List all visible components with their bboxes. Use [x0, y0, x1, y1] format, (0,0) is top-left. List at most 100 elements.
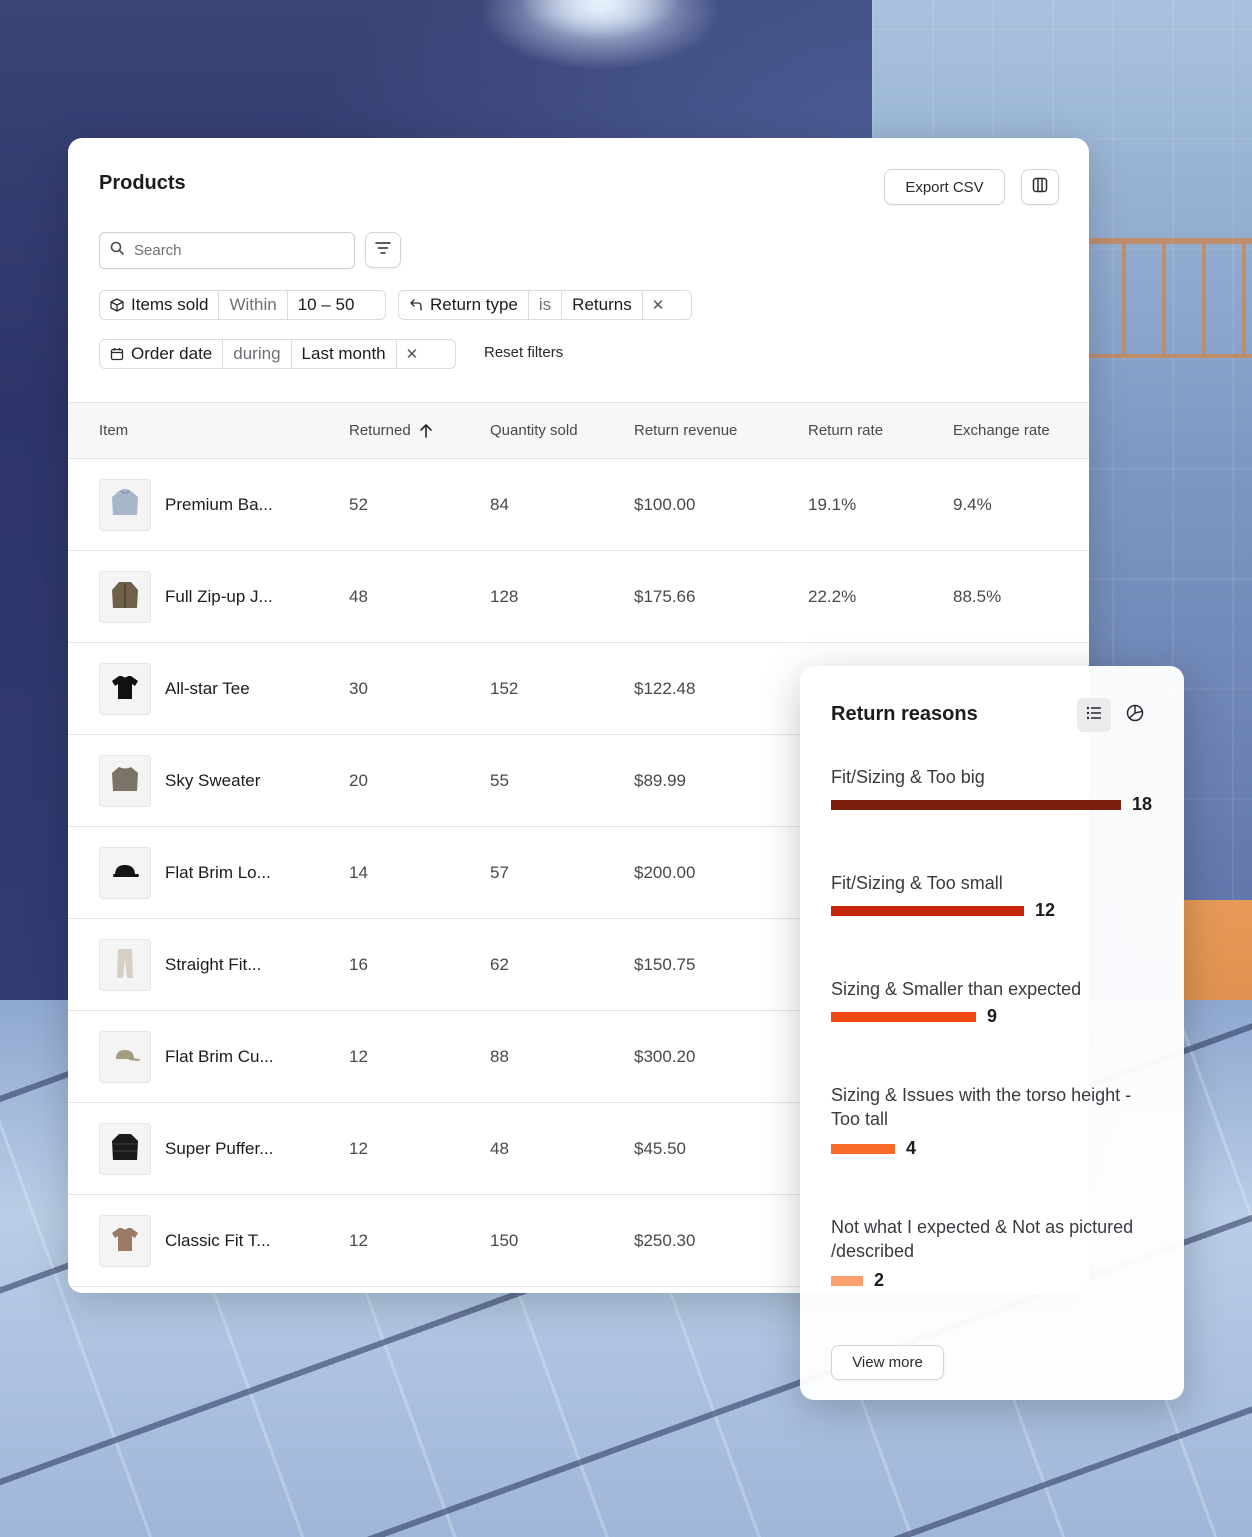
returned-value: 12 [349, 1047, 368, 1066]
revenue-value: $100.00 [634, 495, 696, 514]
product-thumbnail [99, 479, 151, 531]
product-thumbnail [99, 571, 151, 623]
returned-value: 12 [349, 1139, 368, 1158]
reason-bar [831, 800, 1121, 810]
filter-value[interactable]: 10 – 50 [297, 295, 355, 314]
reason-count: 4 [906, 1138, 917, 1158]
table-row[interactable]: Full Zip-up J... 48 128 $175.66 22.2% 88… [68, 551, 1089, 643]
revenue-value: $122.48 [634, 679, 696, 698]
panel-title: Return reasons [831, 703, 978, 725]
quantity-value: 48 [490, 1139, 509, 1158]
filter-value[interactable]: Last month [292, 340, 397, 368]
filter-button[interactable] [365, 232, 401, 268]
remove-filter-button[interactable]: ✕ [643, 291, 674, 319]
filter-chip-return-type[interactable]: Return type is Returns ✕ [398, 290, 692, 320]
reason-label: Sizing & Issues with the torso height - … [831, 1085, 1132, 1129]
return-rate-value: 22.2% [808, 587, 857, 606]
item-name: Full Zip-up J... [165, 587, 273, 606]
box-icon [110, 298, 124, 312]
reason-label: Sizing & Smaller than expected [831, 979, 1082, 999]
column-header-exchange-rate[interactable]: Exchange rate [953, 422, 1050, 439]
return-rate-value: 19.1% [808, 495, 857, 514]
return-arrow-icon [409, 298, 423, 312]
filter-operator[interactable]: during [223, 340, 292, 368]
reason-bar [831, 1144, 895, 1154]
product-thumbnail [99, 755, 151, 807]
filter-field[interactable]: Return type [399, 291, 529, 319]
filter-operator[interactable]: is [529, 291, 563, 319]
item-name: Flat Brim Cu... [165, 1047, 274, 1066]
sweater-icon [107, 761, 143, 802]
column-header-quantity-sold[interactable]: Quantity sold [490, 422, 578, 439]
reset-filters-link[interactable]: Reset filters [484, 344, 564, 361]
column-header-return-revenue[interactable]: Return revenue [634, 422, 738, 439]
export-csv-button[interactable]: Export CSV [884, 169, 1005, 205]
returned-value: 12 [349, 1231, 368, 1250]
quantity-value: 88 [490, 1047, 509, 1066]
filter-chip-items-sold[interactable]: Items sold Within 10 – 50 [99, 290, 386, 320]
quantity-value: 128 [490, 587, 519, 606]
search-input[interactable]: Search [99, 232, 355, 269]
revenue-value: $175.66 [634, 587, 696, 606]
returned-value: 48 [349, 587, 368, 606]
product-thumbnail [99, 663, 151, 715]
pie-chart-icon [1126, 704, 1144, 727]
filter-value[interactable]: Returns [562, 291, 643, 319]
filter-lines-icon [375, 241, 391, 259]
close-icon: ✕ [651, 297, 665, 314]
exchange-rate-value: 9.4% [953, 495, 992, 514]
product-thumbnail [99, 1215, 151, 1267]
columns-button[interactable] [1021, 169, 1059, 205]
quantity-value: 84 [490, 495, 509, 514]
puffer-icon [107, 1129, 143, 1170]
list-view-toggle[interactable] [1077, 698, 1111, 732]
pants-icon [107, 945, 143, 986]
quantity-value: 150 [490, 1231, 519, 1250]
calendar-icon [110, 347, 124, 361]
revenue-value: $200.00 [634, 863, 696, 882]
reason-count: 2 [874, 1270, 885, 1290]
exchange-rate-value: 88.5% [953, 587, 1002, 606]
item-name: Straight Fit... [165, 955, 262, 974]
returned-value: 30 [349, 679, 368, 698]
background-light [520, 0, 680, 40]
product-thumbnail [99, 939, 151, 991]
column-header-item[interactable]: Item [99, 422, 129, 439]
column-header-return-rate[interactable]: Return rate [808, 422, 884, 439]
background-railing [1082, 238, 1252, 358]
list-icon [1086, 706, 1102, 725]
quantity-value: 152 [490, 679, 519, 698]
revenue-value: $150.75 [634, 955, 696, 974]
item-name: Flat Brim Lo... [165, 863, 271, 882]
search-placeholder: Search [134, 242, 182, 259]
view-more-button[interactable]: View more [831, 1345, 944, 1380]
filter-field-label: Return type [430, 295, 518, 314]
quantity-value: 57 [490, 863, 509, 882]
remove-filter-button[interactable]: ✕ [397, 340, 428, 368]
reason-bar [831, 1012, 976, 1022]
columns-icon [1032, 177, 1048, 197]
reason-bar [831, 1276, 863, 1286]
reason-count: 9 [987, 1006, 998, 1026]
pie-view-toggle[interactable] [1118, 698, 1152, 732]
item-name: Classic Fit T... [165, 1231, 271, 1250]
filter-field[interactable]: Order date [100, 340, 224, 368]
page-title: Products [99, 172, 186, 194]
item-name: Premium Ba... [165, 495, 273, 514]
reason-label: Fit/Sizing & Too big [831, 767, 985, 787]
tshirt-icon [107, 1221, 143, 1262]
item-name: Super Puffer... [165, 1139, 274, 1158]
returned-value: 14 [349, 863, 368, 882]
cap-icon [107, 1037, 143, 1078]
column-header-returned[interactable]: Returned [349, 422, 433, 439]
reason-count: 12 [1035, 900, 1056, 920]
reason-count: 18 [1132, 794, 1153, 814]
filter-field-label: Order date [131, 344, 213, 363]
filter-chip-order-date[interactable]: Order date during Last month ✕ [99, 339, 456, 369]
returned-value: 20 [349, 771, 368, 790]
revenue-value: $250.30 [634, 1231, 696, 1250]
filter-operator[interactable]: Within [219, 291, 288, 319]
filter-field[interactable]: Items sold [100, 291, 220, 319]
table-row[interactable]: Premium Ba... 52 84 $100.00 19.1% 9.4% [68, 459, 1089, 551]
cap-icon [107, 853, 143, 894]
